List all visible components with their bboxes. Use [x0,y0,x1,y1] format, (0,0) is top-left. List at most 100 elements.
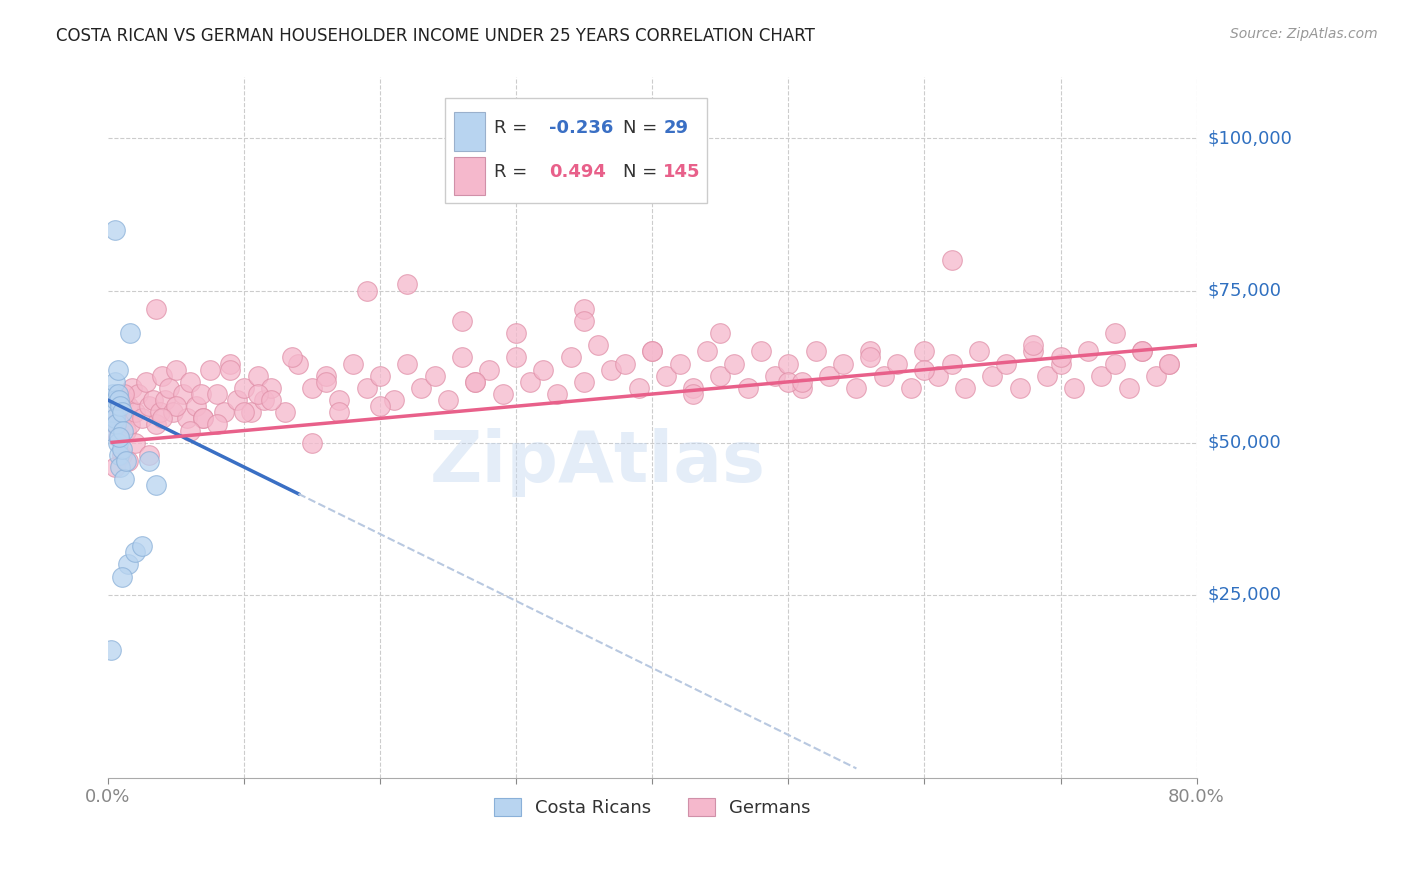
Point [138,399,160,413]
Text: 29: 29 [664,119,688,136]
Point [253,393,276,408]
Point [1130,344,1153,359]
Point [1104,357,1126,371]
Point [912,362,935,376]
Point [104,460,127,475]
Point [831,357,853,371]
Point [1022,344,1045,359]
Point [1049,357,1071,371]
Point [145,417,167,432]
Point [104,222,127,236]
Point [108,448,131,462]
Point [600,362,623,376]
Point [107,429,129,443]
Point [967,344,990,359]
Point [586,338,609,352]
Point [1077,344,1099,359]
Point [1104,326,1126,340]
Point [696,344,718,359]
Point [165,399,187,413]
Point [131,539,153,553]
Point [124,545,146,559]
Point [112,387,135,401]
Point [941,357,963,371]
Point [121,381,143,395]
Point [152,368,174,383]
Point [104,417,127,432]
Point [682,387,704,401]
Point [233,381,256,395]
Point [100,642,122,657]
Text: $100,000: $100,000 [1208,129,1292,147]
Point [205,387,228,401]
Point [117,454,139,468]
Point [157,381,180,395]
Point [749,344,772,359]
Point [790,375,813,389]
Point [152,411,174,425]
Point [641,344,664,359]
Point [450,351,472,365]
Point [941,253,963,268]
Point [818,368,841,383]
Point [955,381,977,395]
Point [763,368,786,383]
Point [328,405,350,419]
Point [396,277,419,292]
Point [114,454,136,468]
Point [1118,381,1140,395]
Point [315,368,337,383]
Point [103,405,125,419]
Point [328,393,350,408]
Point [1159,357,1181,371]
Point [301,435,323,450]
Point [315,375,337,389]
Point [108,429,131,443]
Point [872,368,894,383]
Point [859,351,882,365]
Point [110,405,132,419]
Point [396,357,419,371]
Point [574,314,596,328]
Point [342,357,364,371]
Text: R =: R = [495,119,527,136]
Point [145,301,167,316]
Point [131,411,153,425]
Point [105,393,128,408]
Point [110,411,132,425]
Point [112,393,135,408]
Point [112,472,135,486]
Point [142,393,165,408]
Point [627,381,650,395]
Point [464,375,486,389]
Point [117,558,139,572]
Point [655,368,678,383]
Point [1049,351,1071,365]
Point [668,357,690,371]
Point [105,417,128,432]
Point [246,387,269,401]
Point [723,357,745,371]
Point [1008,381,1031,395]
Point [198,362,221,376]
Point [682,381,704,395]
Point [533,362,555,376]
Text: N =: N = [623,163,657,181]
Text: ZipAtlas: ZipAtlas [430,428,766,497]
Point [709,368,731,383]
Point [356,284,378,298]
Point [845,381,868,395]
Point [212,405,235,419]
Point [356,381,378,395]
Legend: Costa Ricans, Germans: Costa Ricans, Germans [486,790,818,824]
Point [135,375,157,389]
Text: 145: 145 [664,163,700,181]
Point [260,393,283,408]
Point [546,387,568,401]
Point [478,362,501,376]
Point [778,375,800,389]
Text: $25,000: $25,000 [1208,586,1282,604]
Point [1090,368,1112,383]
Point [1159,357,1181,371]
FancyBboxPatch shape [446,98,707,203]
